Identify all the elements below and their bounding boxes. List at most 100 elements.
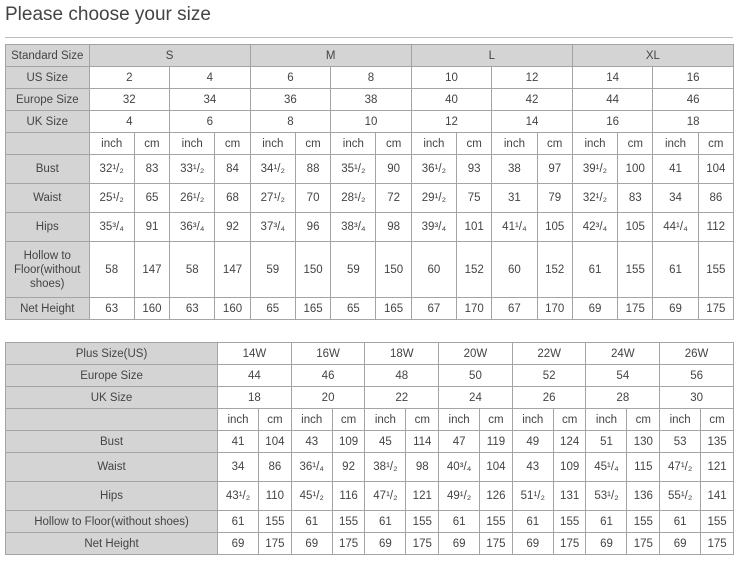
table-cell: 160 [133, 297, 171, 320]
table-cell: 109 [552, 452, 587, 482]
unit-label: cm [214, 132, 251, 155]
title-divider [5, 37, 733, 38]
table-cell: 61 [571, 241, 619, 298]
table-cell: 10 [330, 110, 412, 133]
table-cell: 60 [410, 241, 458, 298]
table-cell: 32¹/₂ [571, 183, 619, 213]
table-cell: 84 [214, 154, 251, 184]
measurement-row: Waist 25¹/₂ 65 26¹/₂ 68 27¹/₂ 70 28¹/₂ 72 29¹/₂ 75… [5, 183, 735, 213]
table-cell: 34 [217, 452, 260, 482]
row-label: Hips [5, 212, 90, 242]
size-row: UK Size 18 20 22 24 26 28 30 [4, 386, 734, 409]
table-cell: 155 [626, 510, 661, 533]
unit-label: cm [294, 132, 332, 155]
table-cell: 141 [700, 481, 734, 511]
table-cell: 26 [511, 386, 587, 409]
table-cell: 75 [456, 183, 493, 213]
measurement-row: Waist 34 86 36¹/₄ 92 38¹/₂ 98 40³/₄ 104 43 109 45¹/… [4, 452, 734, 482]
row-label: Hollow to Floor(without shoes) [5, 241, 90, 298]
table-cell: 55¹/₂ [659, 481, 702, 511]
table-cell: 45¹/₄ [585, 452, 628, 482]
table-cell: 98 [375, 212, 412, 242]
table-cell: 53 [659, 430, 702, 453]
table-cell: 115 [626, 452, 661, 482]
unit-label: cm [258, 408, 292, 431]
table-cell: 56 [659, 364, 734, 387]
size-group-header: M [249, 44, 412, 67]
table-cell: 35³/₄ [88, 212, 135, 242]
table-cell: 14 [571, 66, 654, 89]
table-cell: 12 [491, 66, 573, 89]
table-cell: 119 [479, 430, 513, 453]
table-cell: 114 [405, 430, 440, 453]
table-cell: 170 [536, 297, 573, 320]
size-row: Europe Size 44 46 48 50 52 54 56 [4, 364, 734, 387]
table-cell: 165 [294, 297, 332, 320]
table-cell: 121 [700, 452, 734, 482]
table-cell: 131 [552, 481, 587, 511]
table-cell: 63 [169, 297, 216, 320]
table-cell: 67 [491, 297, 538, 320]
table-cell: 32 [88, 88, 171, 111]
unit-label: cm [697, 132, 735, 155]
table-cell: 8 [249, 110, 332, 133]
table-cell: 33¹/₂ [169, 154, 216, 184]
unit-label: cm [456, 132, 493, 155]
table-cell: 42³/₄ [571, 212, 619, 242]
table-cell: 16 [652, 66, 734, 89]
table-cell: 69 [659, 532, 702, 555]
table-cell: 93 [456, 154, 493, 184]
table-cell: 38¹/₂ [364, 452, 407, 482]
unit-label: inch [410, 132, 458, 155]
header-row: Standard Size S M L XL [5, 44, 735, 67]
table-cell: 46 [652, 88, 734, 111]
unit-label: cm [133, 132, 171, 155]
table-cell: 59 [330, 241, 377, 298]
table-cell: 18 [652, 110, 734, 133]
table-cell: 61 [652, 241, 699, 298]
table-cell: 88 [294, 154, 332, 184]
measurement-row: Hollow to Floor(without shoes) 61 155 61 155… [4, 510, 734, 533]
table-cell: 25¹/₂ [88, 183, 135, 213]
table-cell: 28¹/₂ [330, 183, 377, 213]
table-cell: 150 [375, 241, 412, 298]
table-cell: 43 [511, 452, 554, 482]
table-cell: 83 [617, 183, 654, 213]
unit-label: inch [659, 408, 702, 431]
table-cell: 40³/₄ [438, 452, 481, 482]
unit-row: inch cm inch cm inch cm inch cm inch cm inch cm inch… [4, 408, 734, 431]
row-label: Europe Size [5, 88, 90, 111]
table-cell: 61 [438, 510, 481, 533]
table-cell: 45 [364, 430, 407, 453]
table-cell: 79 [536, 183, 573, 213]
table-cell: 98 [405, 452, 440, 482]
table-cell: 96 [294, 212, 332, 242]
table-cell: 170 [456, 297, 493, 320]
unit-label: cm [405, 408, 440, 431]
measurement-row: Hips 43¹/₂ 110 45¹/₂ 116 47¹/₂ 121 49¹/₂ 126 51¹/… [4, 481, 734, 511]
table-cell: 42 [491, 88, 573, 111]
table-cell: 46 [290, 364, 366, 387]
table-cell: 83 [133, 154, 171, 184]
row-label: Waist [5, 183, 90, 213]
table-cell: 69 [511, 532, 554, 555]
table-cell: 24 [438, 386, 513, 409]
table-cell: 175 [552, 532, 587, 555]
row-label [5, 132, 90, 155]
unit-label: inch [571, 132, 619, 155]
table-cell: 4 [88, 110, 171, 133]
table-cell: 6 [169, 110, 251, 133]
unit-label: inch [290, 408, 333, 431]
table-cell: 60 [491, 241, 538, 298]
unit-label: cm [617, 132, 654, 155]
table-cell: 53¹/₂ [585, 481, 628, 511]
table-cell: 51 [585, 430, 628, 453]
table-cell: 175 [479, 532, 513, 555]
table-cell: 124 [552, 430, 587, 453]
unit-label: inch [169, 132, 216, 155]
table-cell: 50 [438, 364, 513, 387]
table-cell: 41 [217, 430, 260, 453]
table-cell: 69 [290, 532, 333, 555]
row-label: Bust [5, 154, 90, 184]
unit-label: cm [331, 408, 366, 431]
